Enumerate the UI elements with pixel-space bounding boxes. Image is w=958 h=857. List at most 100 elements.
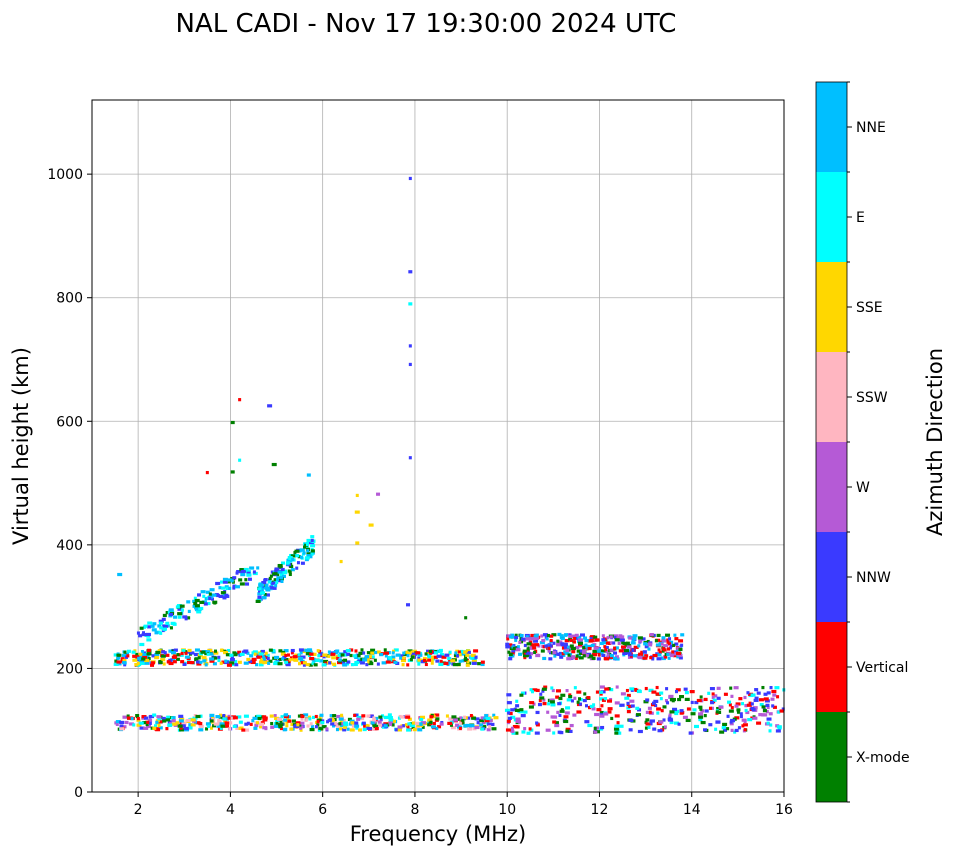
echo-point <box>703 714 707 718</box>
plot-area <box>92 100 784 792</box>
echo-point <box>535 710 540 715</box>
echo-point <box>298 662 302 666</box>
echo-point <box>147 648 152 652</box>
echo-point <box>227 714 231 718</box>
echo-point <box>244 578 248 582</box>
echo-point <box>163 651 167 655</box>
echo-point <box>258 652 264 656</box>
echo-point <box>257 592 263 596</box>
echo-point <box>526 653 532 658</box>
echo-point <box>473 649 479 653</box>
echo-point <box>596 649 601 653</box>
echo-point <box>172 660 177 664</box>
echo-point <box>407 722 412 726</box>
echo-point <box>656 711 660 715</box>
echo-point <box>289 564 294 569</box>
echo-point <box>368 523 374 527</box>
echo-point <box>208 596 212 601</box>
echo-point <box>689 690 695 694</box>
echo-point <box>262 718 268 722</box>
colorbar-segment <box>816 622 847 712</box>
echo-point <box>686 707 691 711</box>
echo-point <box>656 653 662 657</box>
echo-point <box>417 662 421 666</box>
echo-point <box>515 699 519 703</box>
echo-point <box>274 569 279 573</box>
echo-point <box>756 691 761 695</box>
echo-point <box>591 707 596 711</box>
echo-point <box>510 729 515 733</box>
echo-point <box>659 697 663 701</box>
echo-point <box>549 700 555 704</box>
echo-point <box>354 724 360 728</box>
echo-point <box>136 718 141 722</box>
echo-point <box>758 698 764 702</box>
echo-point <box>193 652 199 657</box>
echo-point <box>766 691 771 695</box>
echo-point <box>668 694 674 699</box>
echo-point <box>246 657 251 662</box>
echo-point <box>295 566 299 570</box>
echo-point <box>334 721 338 725</box>
echo-point <box>158 660 162 664</box>
echo-point <box>768 712 773 716</box>
echo-point <box>140 657 146 661</box>
echo-point <box>406 663 410 667</box>
echo-point <box>557 640 563 644</box>
echo-point <box>359 661 365 665</box>
echo-point <box>593 646 599 650</box>
echo-point <box>222 580 228 584</box>
echo-point <box>306 538 311 543</box>
echo-point <box>604 697 608 701</box>
echo-point <box>218 715 223 719</box>
echo-point <box>628 718 634 722</box>
echo-point <box>649 720 653 724</box>
echo-point <box>579 633 585 637</box>
echo-point <box>655 685 659 690</box>
echo-point <box>547 646 551 650</box>
echo-point <box>336 724 341 728</box>
echo-point <box>183 726 189 731</box>
echo-point <box>651 701 656 705</box>
echo-point <box>776 695 780 699</box>
echo-point <box>433 651 438 655</box>
echo-point <box>603 645 607 649</box>
echo-point <box>599 714 605 718</box>
echo-point <box>638 689 642 693</box>
echo-point <box>508 635 514 639</box>
echo-point <box>450 659 456 663</box>
echo-point <box>223 650 229 655</box>
grid-lines <box>92 100 785 793</box>
echo-point <box>286 558 292 562</box>
echo-point <box>240 573 246 577</box>
echo-point <box>336 654 340 658</box>
echo-point <box>698 715 704 719</box>
echo-point <box>419 717 424 722</box>
echo-point <box>326 720 330 724</box>
echo-point <box>613 651 618 655</box>
echo-point <box>269 714 274 718</box>
echo-point <box>151 628 157 632</box>
echo-point <box>264 586 270 590</box>
echo-point <box>257 589 261 593</box>
echo-point <box>435 726 439 731</box>
echo-point <box>665 633 671 637</box>
echo-point <box>354 721 359 725</box>
echo-point <box>533 634 538 638</box>
echo-point <box>212 593 217 597</box>
echo-point <box>523 727 527 731</box>
echo-point <box>390 658 396 662</box>
echo-point <box>761 685 765 690</box>
echo-point <box>557 702 562 706</box>
colorbar-frame <box>815 81 848 803</box>
echo-point <box>444 653 450 657</box>
echo-point <box>564 639 570 643</box>
echo-point <box>412 728 417 732</box>
echo-point <box>226 717 230 721</box>
echo-point <box>383 648 387 652</box>
echo-point <box>270 648 276 653</box>
echo-point <box>511 650 516 654</box>
echo-point <box>354 660 360 665</box>
echo-point <box>668 718 674 722</box>
echo-point <box>437 725 442 729</box>
